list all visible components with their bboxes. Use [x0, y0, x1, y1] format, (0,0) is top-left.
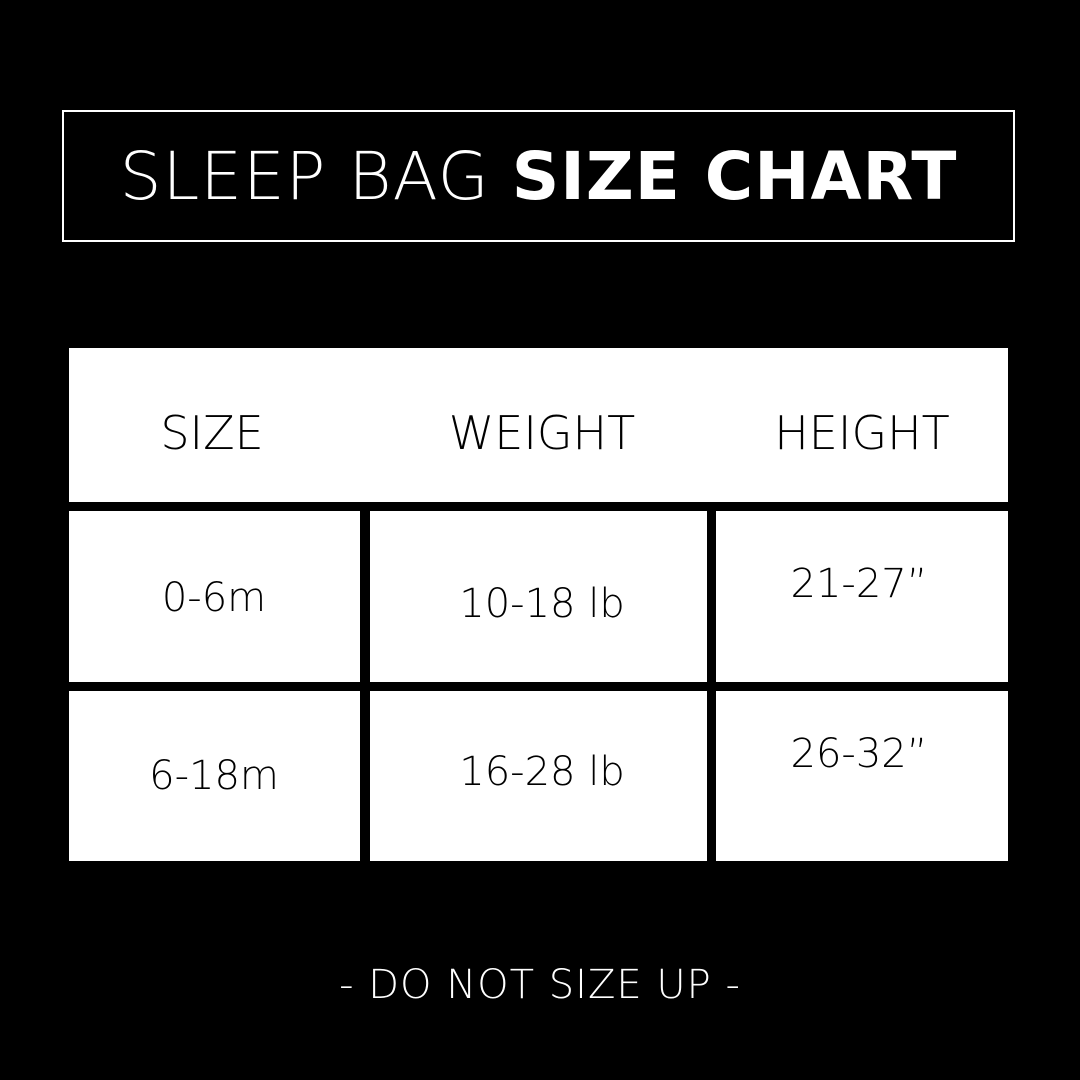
cell-size: 6-18m [149, 753, 279, 799]
header-weight: WEIGHT [448, 406, 636, 460]
cell-weight: 16-28 lb [459, 749, 625, 795]
table-cell: 10-18 lb [370, 511, 707, 682]
cell-height: 26-32” [790, 731, 928, 777]
cell-height: 21-27” [790, 561, 928, 607]
title-light: SLEEP BAG [119, 137, 490, 215]
table-cell: 16-28 lb [370, 691, 707, 861]
table-cell: 6-18m [69, 691, 360, 861]
table-header: SIZE WEIGHT HEIGHT [69, 348, 1008, 502]
table-cell: 21-27” [716, 511, 1008, 682]
title-bold: SIZE CHART [511, 137, 958, 215]
cell-size: 0-6m [161, 575, 267, 621]
cell-weight: 10-18 lb [459, 581, 625, 627]
title-box: SLEEP BAG SIZE CHART [62, 110, 1015, 242]
header-size: SIZE [160, 406, 264, 460]
footer-note: - DO NOT SIZE UP - [339, 962, 741, 1008]
table-cell: 26-32” [716, 691, 1008, 861]
header-height: HEIGHT [774, 406, 950, 460]
table-cell: 0-6m [69, 511, 360, 682]
page-title: SLEEP BAG SIZE CHART [120, 138, 958, 215]
